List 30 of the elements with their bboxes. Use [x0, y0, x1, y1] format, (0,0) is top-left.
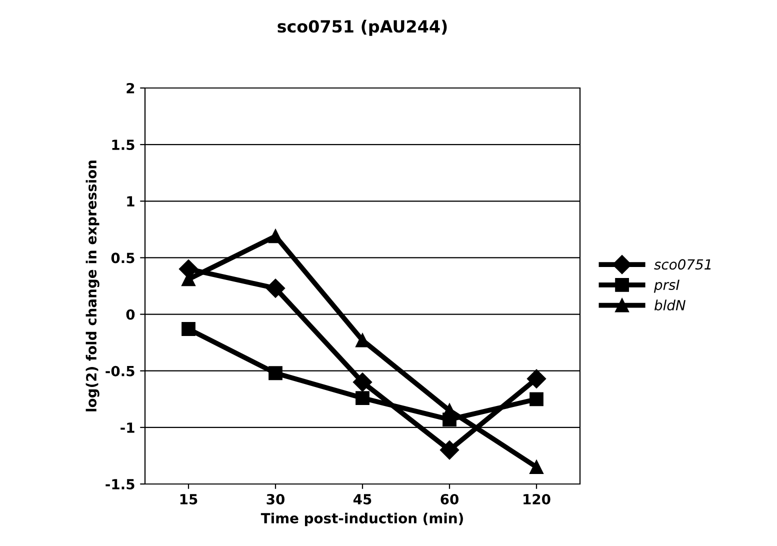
- y-tick-label: 2: [126, 82, 134, 94]
- point: [266, 278, 286, 298]
- point: [356, 391, 370, 405]
- legend-label: prsI: [654, 280, 680, 293]
- y-tick-label: -0.5: [106, 366, 134, 376]
- point: [182, 322, 196, 336]
- y-tick-label: -1: [120, 422, 134, 433]
- x-axis-title: Time post-induction (min): [260, 512, 463, 526]
- chart-title: sco0751 (pAU244): [278, 20, 447, 36]
- y-tick-label: 0: [126, 309, 135, 320]
- x-tick-label: 120: [524, 494, 550, 504]
- y-tick-label: 0.5: [111, 252, 134, 264]
- point: [268, 366, 282, 380]
- x-tick-label: 30: [266, 494, 284, 504]
- y-tick-label: 1.5: [112, 140, 134, 150]
- y-tick-label: -1.5: [106, 479, 134, 490]
- x-tick-label: 45: [353, 494, 372, 504]
- x-tick-label: 15: [180, 494, 198, 504]
- point: [356, 333, 370, 348]
- legend-label: sco0751: [654, 259, 711, 270]
- point: [526, 369, 546, 388]
- point: [440, 440, 460, 460]
- x-tick-label: 60: [440, 494, 458, 504]
- point: [268, 229, 282, 244]
- y-axis-title: log(2) fold change in expression: [86, 160, 100, 412]
- legend-label: bldN: [654, 300, 686, 310]
- point: [530, 392, 544, 406]
- point: [352, 372, 372, 392]
- y-tick-label: 1: [127, 196, 134, 206]
- point: [530, 460, 544, 474]
